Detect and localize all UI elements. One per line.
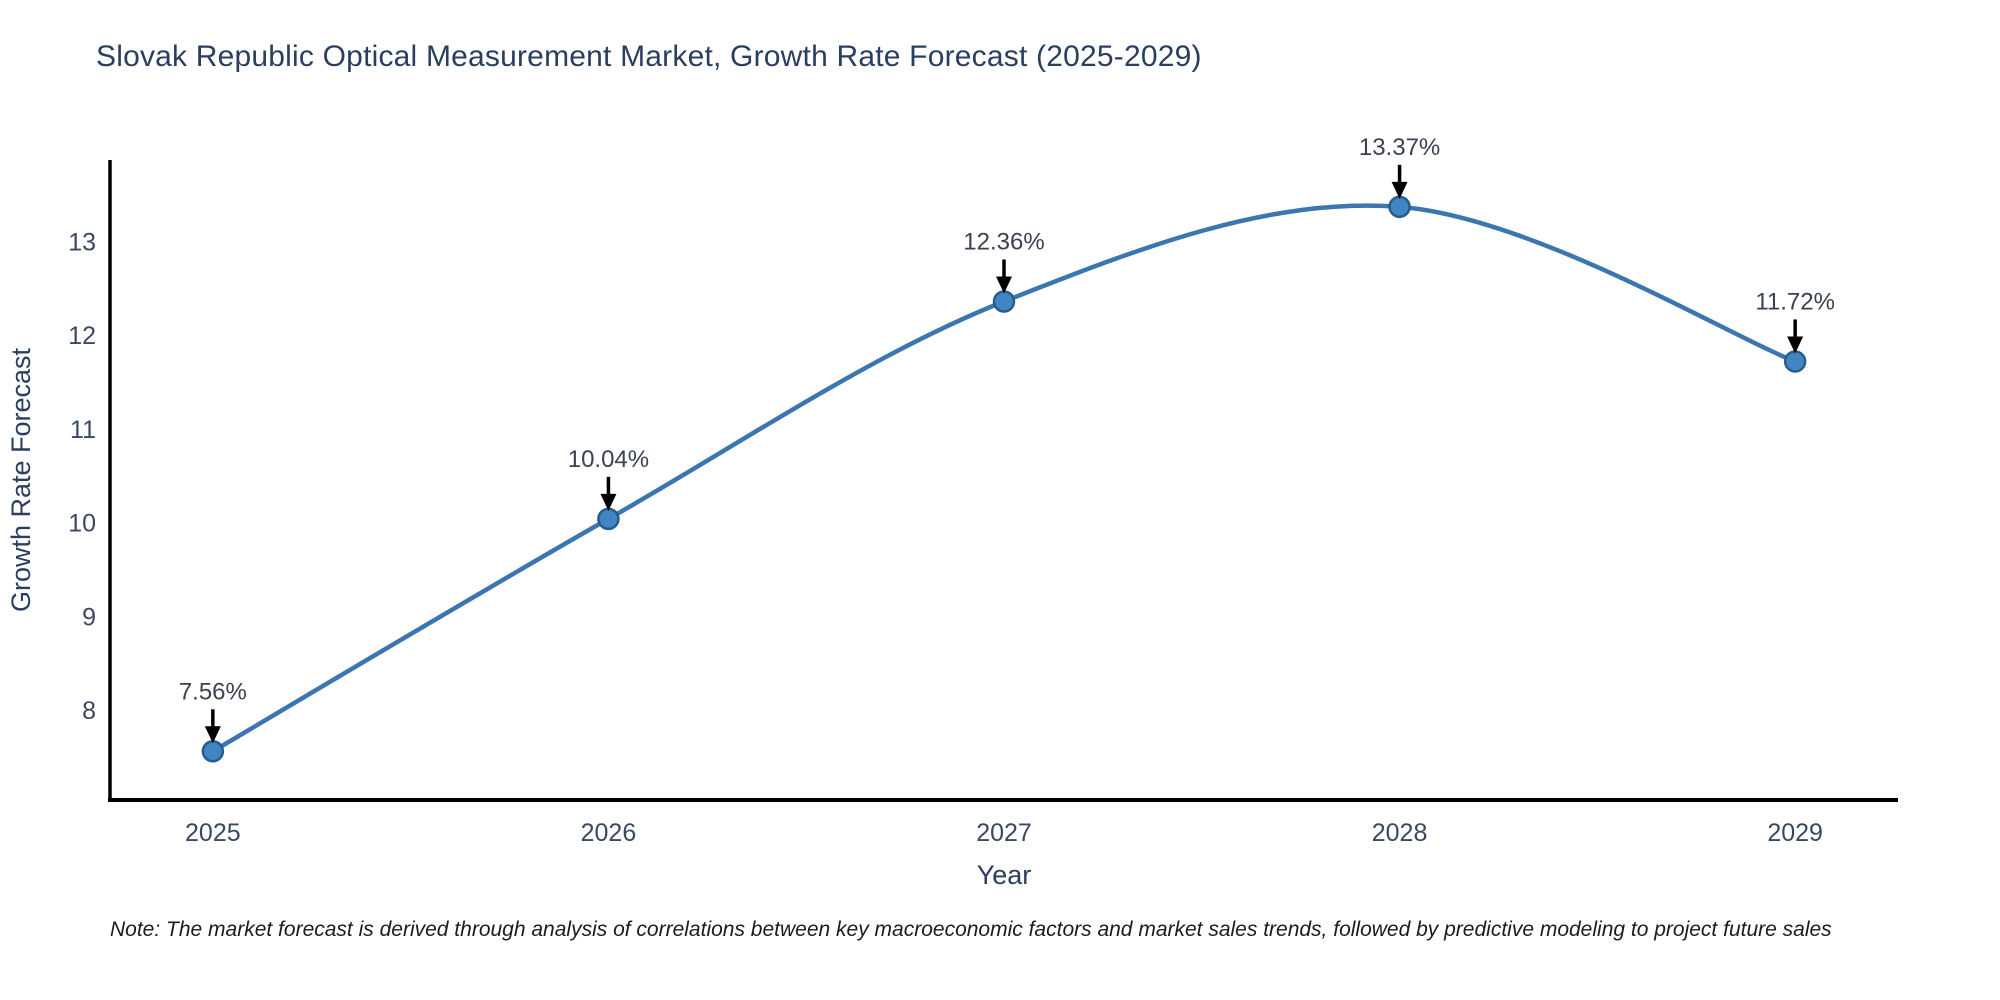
data-point-marker	[1783, 350, 1807, 373]
data-point-label: 13.37%	[1359, 134, 1440, 161]
y-tick-label: 11	[70, 416, 96, 444]
data-point-marker	[992, 290, 1016, 313]
x-tick-label: 2026	[581, 819, 637, 847]
y-tick-label: 8	[82, 697, 96, 725]
footnote: Note: The market forecast is derived thr…	[110, 918, 1832, 941]
data-point-label: 11.72%	[1755, 288, 1835, 315]
chart-title: Slovak Republic Optical Measurement Mark…	[96, 40, 1202, 73]
x-tick-label: 2025	[185, 819, 241, 847]
annotation-arrow-head	[996, 276, 1012, 294]
x-tick-label: 2027	[976, 819, 1032, 847]
annotation-arrow-head	[1391, 181, 1408, 199]
data-point-marker	[1388, 195, 1411, 219]
annotation-arrow-head	[1787, 336, 1804, 354]
x-axis-title: Year	[977, 860, 1032, 890]
data-point-marker	[597, 507, 620, 531]
y-tick-label: 9	[82, 603, 96, 631]
x-tick-label: 2028	[1372, 819, 1428, 847]
data-point-marker	[201, 740, 225, 763]
data-point-label: 12.36%	[963, 228, 1044, 255]
annotation-arrow-head	[204, 726, 221, 744]
y-tick-label: 12	[68, 322, 96, 350]
x-tick-label: 2029	[1767, 819, 1823, 847]
y-tick-label: 10	[68, 510, 96, 538]
annotation-arrow-head	[600, 493, 617, 511]
y-axis-title: Growth Rate Forecast	[6, 347, 36, 612]
data-point-label: 10.04%	[568, 446, 649, 473]
y-tick-label: 13	[68, 229, 96, 257]
data-point-label: 7.56%	[179, 678, 247, 705]
